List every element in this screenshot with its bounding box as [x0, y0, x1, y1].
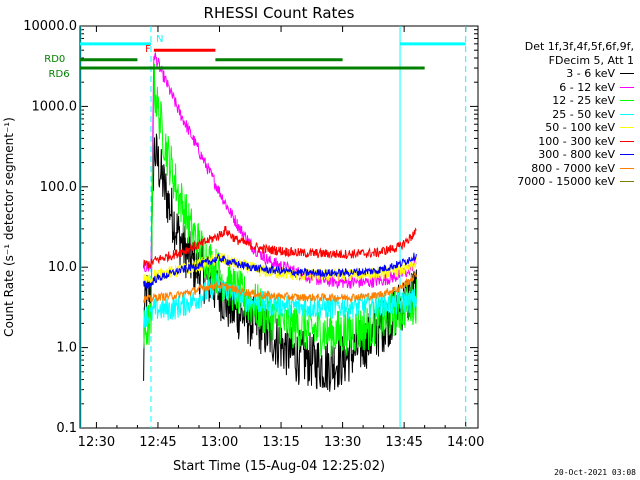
legend-swatch — [620, 127, 634, 129]
legend-header-line-1: Det 1f,3f,4f,5f,6f,9f, — [524, 40, 634, 53]
legend-swatch — [620, 86, 634, 88]
state-bar-label: RD6 — [49, 69, 70, 80]
state-bar-label: RD0 — [44, 54, 65, 65]
legend-item-label: 100 - 300 keV — [538, 134, 615, 148]
legend-item: 7000 - 15000 keV — [488, 175, 634, 189]
legend-header-line-2: FDecim 5, Att 1 — [548, 53, 634, 67]
legend-swatch — [620, 154, 634, 156]
x-tick-label: 13:15 — [262, 435, 299, 450]
series-line — [143, 226, 417, 269]
legend-swatch — [620, 140, 634, 142]
attenuator-bars: NF RD0 RD6 — [44, 34, 466, 80]
series-line — [143, 252, 417, 290]
series-lines — [143, 51, 417, 392]
legend-item-label: 300 - 800 keV — [538, 148, 615, 161]
legend-item-label: 6 - 12 keV — [559, 80, 615, 94]
legend-swatch — [620, 73, 634, 75]
legend-item-label: 3 - 6 keV — [566, 67, 615, 80]
y-tick-label: 10000.0 — [23, 19, 77, 34]
series-line — [143, 270, 417, 304]
x-tick-label: 14:00 — [447, 435, 484, 450]
y-tick-label: 1.0 — [56, 341, 77, 356]
legend-items: 3 - 6 keV 6 - 12 keV 12 - 25 keV 25 - 50 ke… — [488, 67, 634, 189]
x-tick-label: 13:30 — [324, 435, 361, 450]
x-axis-label: Start Time (15-Aug-04 12:25:02) — [173, 459, 385, 474]
legend-item-label: 7000 - 15000 keV — [517, 175, 615, 188]
series-line — [143, 63, 417, 358]
x-tick-label: 12:30 — [78, 435, 115, 450]
legend-item-label: 12 - 25 keV — [552, 94, 615, 107]
y-tick-label: 10.0 — [48, 260, 77, 275]
timestamp: 20-Oct-2021 03:08 — [554, 468, 636, 477]
legend-swatch — [620, 113, 634, 115]
legend-item: 100 - 300 keV — [488, 135, 634, 149]
legend-item: 800 - 7000 keV — [488, 162, 634, 176]
legend-swatch — [620, 181, 634, 183]
x-axis-ticks: 12:30 12:45 13:00 13:15 13:30 13:45 14:00 — [78, 26, 484, 450]
y-axis-label: Count Rate (s⁻¹ detector segment⁻¹) — [2, 117, 16, 337]
legend-item-label: 800 - 7000 keV — [531, 161, 615, 175]
legend-item: 12 - 25 keV — [488, 94, 634, 108]
y-tick-label: 0.1 — [56, 421, 77, 436]
y-tick-label: 1000.0 — [32, 99, 78, 114]
legend-item: 3 - 6 keV — [488, 67, 634, 81]
legend-item-label: 50 - 100 keV — [545, 121, 615, 134]
legend-swatch — [620, 167, 634, 169]
legend: Det 1f,3f,4f,5f,6f,9f, FDecim 5, Att 1 3… — [488, 40, 634, 189]
vertical-markers — [80, 26, 467, 428]
y-axis-ticks: 10000.0 1000.0 100.0 10.0 1.0 0.1 — [23, 19, 478, 436]
state-bar-label: F — [145, 44, 151, 55]
state-bar-label: N — [156, 34, 163, 45]
x-tick-label: 13:00 — [201, 435, 238, 450]
series-line — [143, 273, 417, 328]
x-tick-label: 12:45 — [139, 435, 176, 450]
legend-item-label: 25 - 50 keV — [552, 107, 615, 121]
chart-title: RHESSI Count Rates — [204, 4, 355, 22]
y-tick-label: 100.0 — [40, 180, 77, 195]
series-line — [143, 51, 417, 290]
legend-item: 25 - 50 keV — [488, 108, 634, 122]
x-tick-label: 13:45 — [385, 435, 422, 450]
plot-frame — [79, 25, 479, 429]
series-line — [143, 133, 417, 392]
legend-item: 50 - 100 keV — [488, 121, 634, 135]
legend-swatch — [620, 100, 634, 102]
legend-item: 6 - 12 keV — [488, 81, 634, 95]
legend-item: 300 - 800 keV — [488, 148, 634, 162]
